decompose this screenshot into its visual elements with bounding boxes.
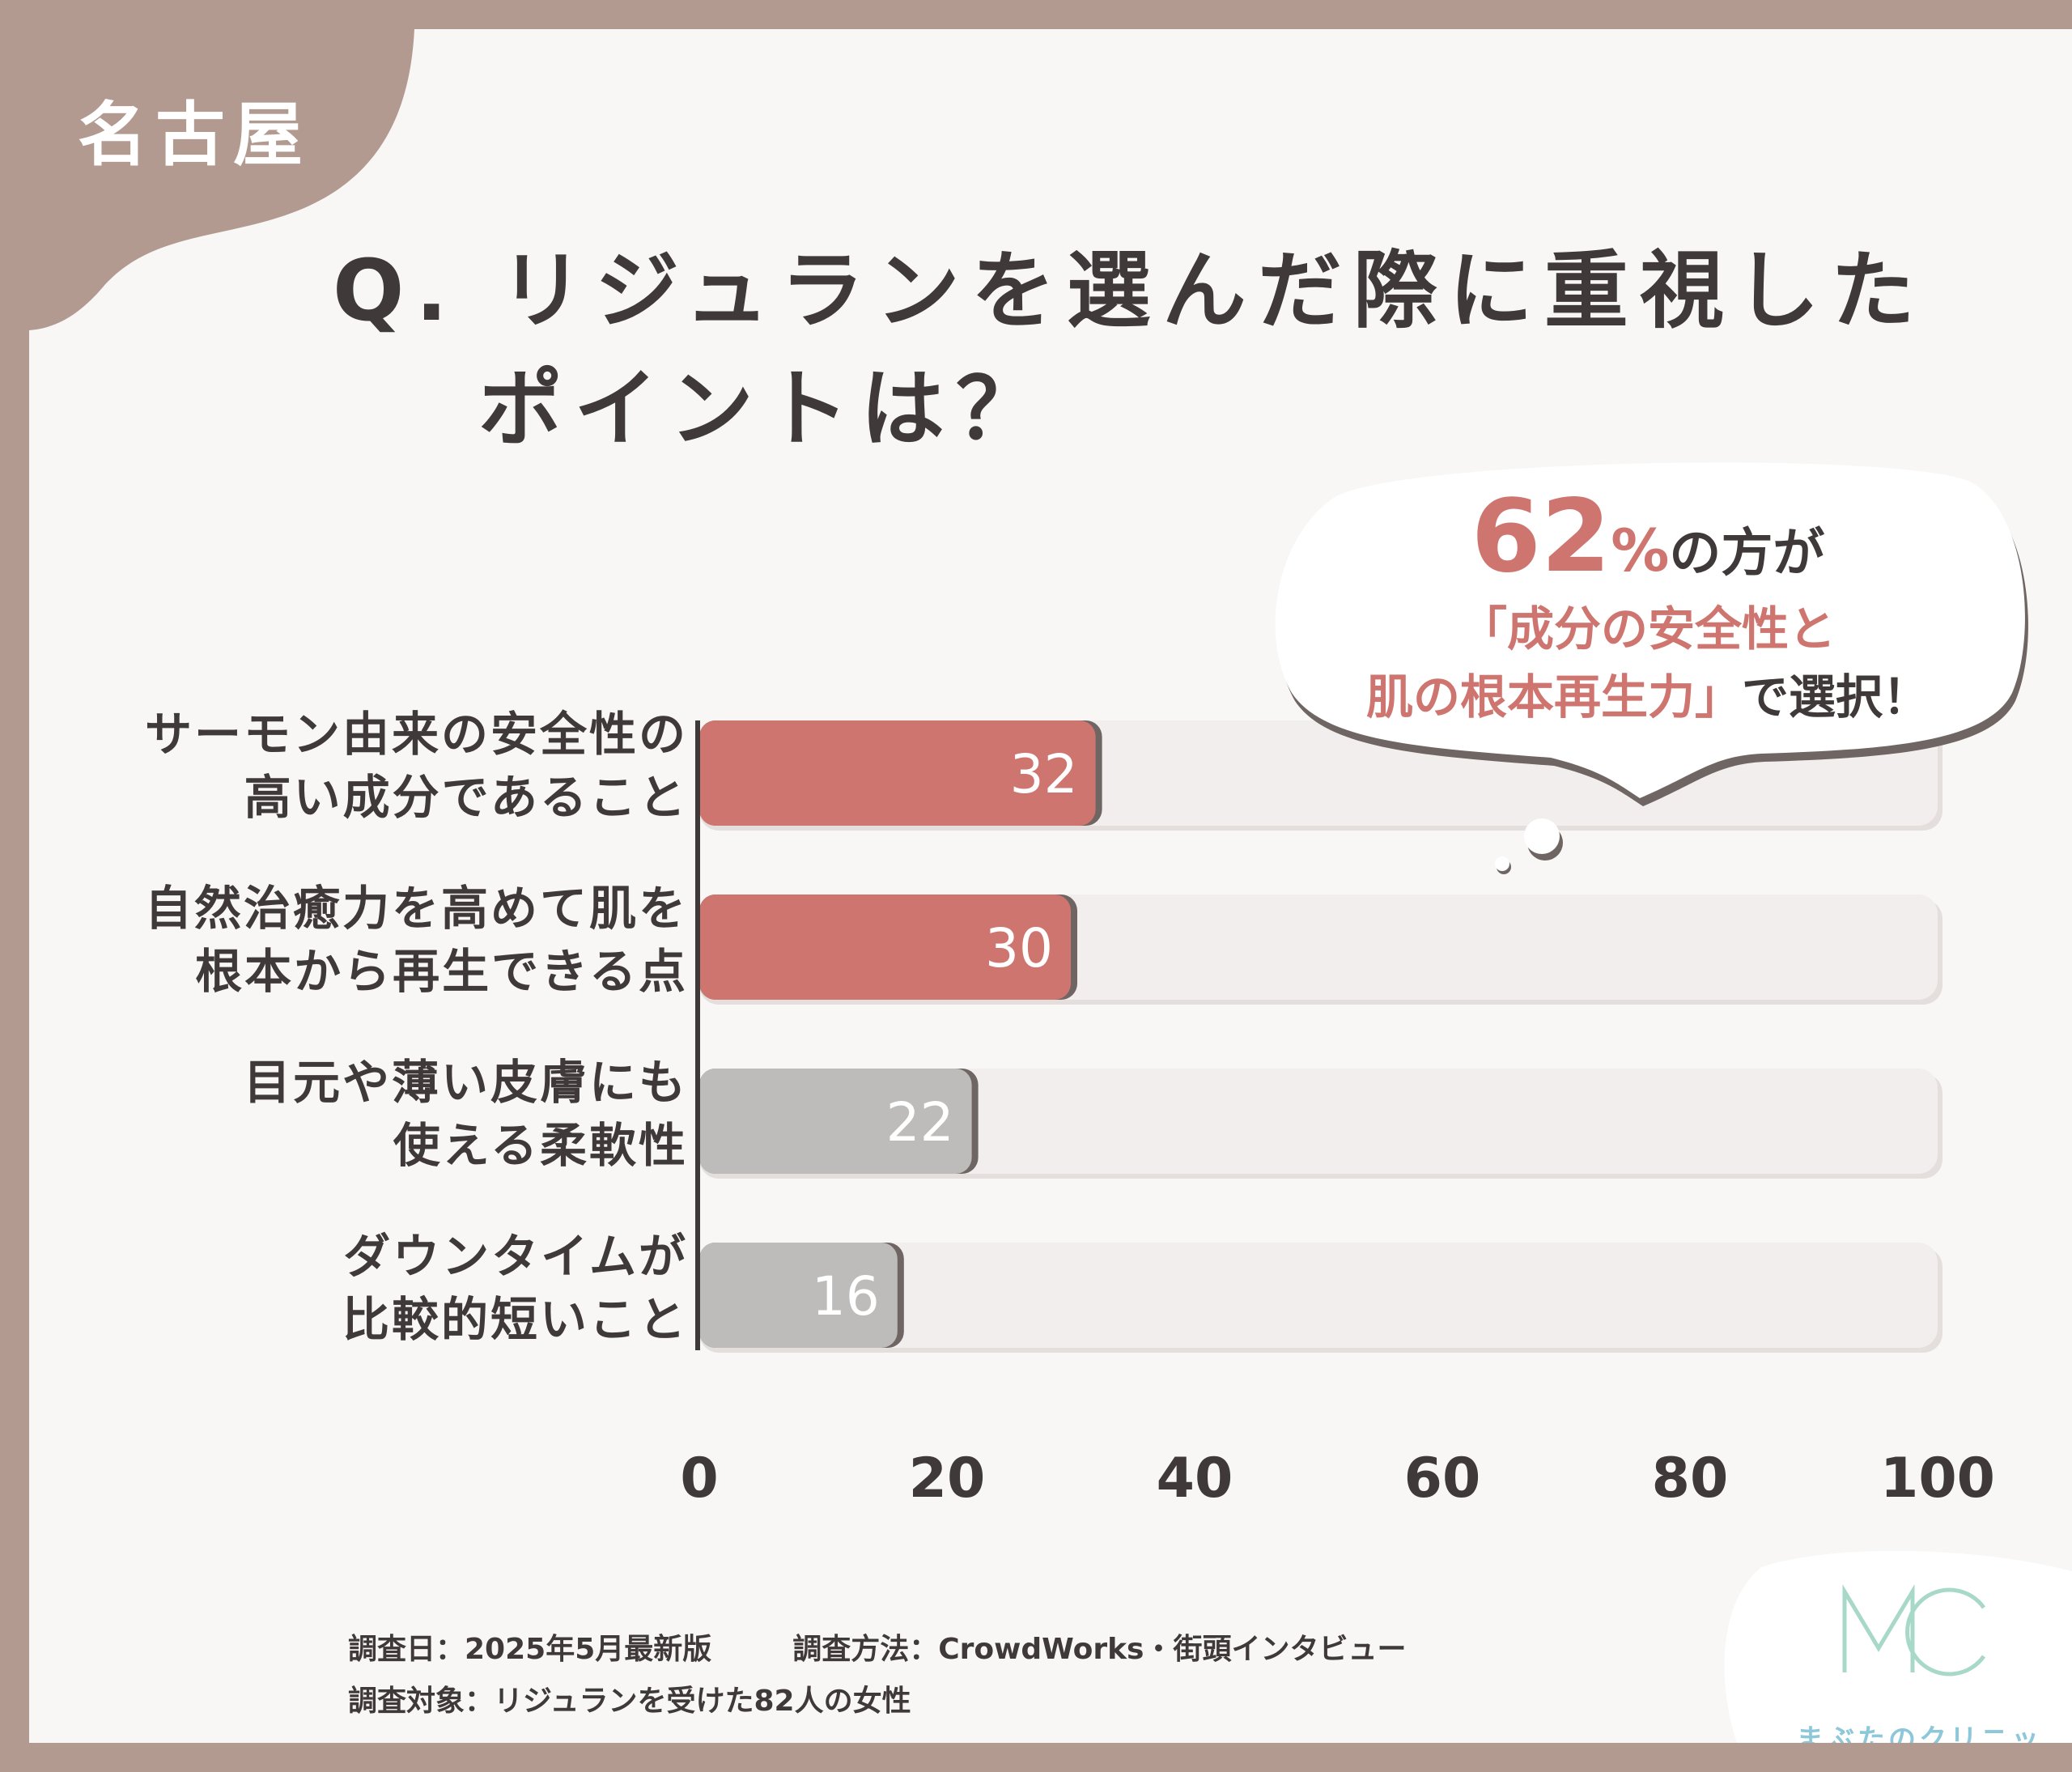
category-label: 自然治癒力を高めて肌を根本から再生できる点 (40, 877, 688, 1003)
callout-line-3-accent: 肌の根本再生力」 (1365, 669, 1742, 725)
bar (699, 720, 1096, 826)
clinic-name: まぶたのクリニック (1796, 1723, 2042, 1743)
question-line-2: ポイントは？ (478, 359, 1052, 458)
category-label: ダウンタイムが 比較的短いこと (40, 1225, 688, 1351)
bar (699, 1069, 972, 1174)
survey-method: 調査方法：CrowdWorks・街頭インタビュー (792, 1633, 1407, 1666)
question-title: Q. リジュランを選んだ際に重視した ポイントは？ (333, 232, 1951, 468)
x-tick-label: 60 (1404, 1447, 1481, 1511)
bar-value-label: 32 (1010, 743, 1078, 805)
infographic-card: 名古屋 Q. リジュランを選んだ際に重視した ポイントは？ 32 30 22 16 0 2… (29, 29, 2072, 1743)
location-tab-shape (29, 29, 414, 330)
category-label-line: 目元や薄い皮膚にも (243, 1055, 688, 1110)
location-tab: 名古屋 (29, 29, 450, 369)
x-tick-label: 20 (909, 1447, 986, 1511)
category-label-line: 根本から再生できる点 (195, 944, 688, 999)
survey-date: 調査日：2025年5月最新版 (348, 1633, 712, 1666)
logo-background (1724, 1551, 2072, 1743)
location-label: 名古屋 (78, 95, 311, 176)
category-label-line: 高い成分であること (244, 770, 688, 825)
x-tick-label: 40 (1157, 1447, 1233, 1511)
callout-line-1-rest: の方が (1669, 524, 1825, 584)
x-tick-label: 0 (680, 1447, 718, 1511)
bar-track (699, 1069, 1938, 1174)
survey-target: 調査対象：リジュランを受けた82人の女性 (348, 1685, 911, 1718)
bar (699, 894, 1071, 1000)
question-line-1: Q. リジュランを選んだ際に重視した (333, 241, 1926, 340)
survey-footer: 調査日：2025年5月最新版 調査方法：CrowdWorks・街頭インタビュー 調… (348, 1624, 1406, 1727)
bar-value-label: 30 (985, 917, 1053, 979)
clinic-logo-icon (1842, 1583, 1986, 1676)
category-label-line: ダウンタイムが (343, 1229, 688, 1284)
category-label-line: 使える柔軟性 (393, 1118, 688, 1173)
category-label-line: 自然治癒力を高めて肌を (144, 881, 688, 936)
bar-value-label: 22 (886, 1091, 954, 1154)
callout-text: 62%の方が 「成分の安全性と 肌の根本再生力」で選択！ (1276, 478, 2020, 731)
speech-bubble (1275, 462, 2028, 874)
x-tick-label: 80 (1652, 1447, 1729, 1511)
callout-line-2: 「成分の安全性と (1459, 601, 1836, 657)
category-label: 目元や薄い皮膚にも使える柔軟性 (40, 1051, 688, 1177)
x-tick-label: 100 (1880, 1447, 1995, 1511)
bar (699, 1243, 898, 1348)
category-label-line: サーモン由来の安全性の (144, 707, 688, 762)
bar-value-label: 16 (812, 1265, 880, 1328)
callout-line-1: 62%の方が (1276, 478, 2020, 595)
category-label-line: 比較的短いこと (342, 1292, 688, 1347)
callout-line-3: 肌の根本再生力」で選択！ (1276, 663, 2020, 731)
category-label: サーモン由来の安全性の高い成分であること (40, 703, 688, 829)
callout-percent-suffix: % (1611, 516, 1670, 584)
bar-track (699, 1243, 1938, 1348)
callout-line-3-rest: で選択！ (1742, 669, 1930, 725)
callout-percent: 62 (1471, 478, 1611, 595)
